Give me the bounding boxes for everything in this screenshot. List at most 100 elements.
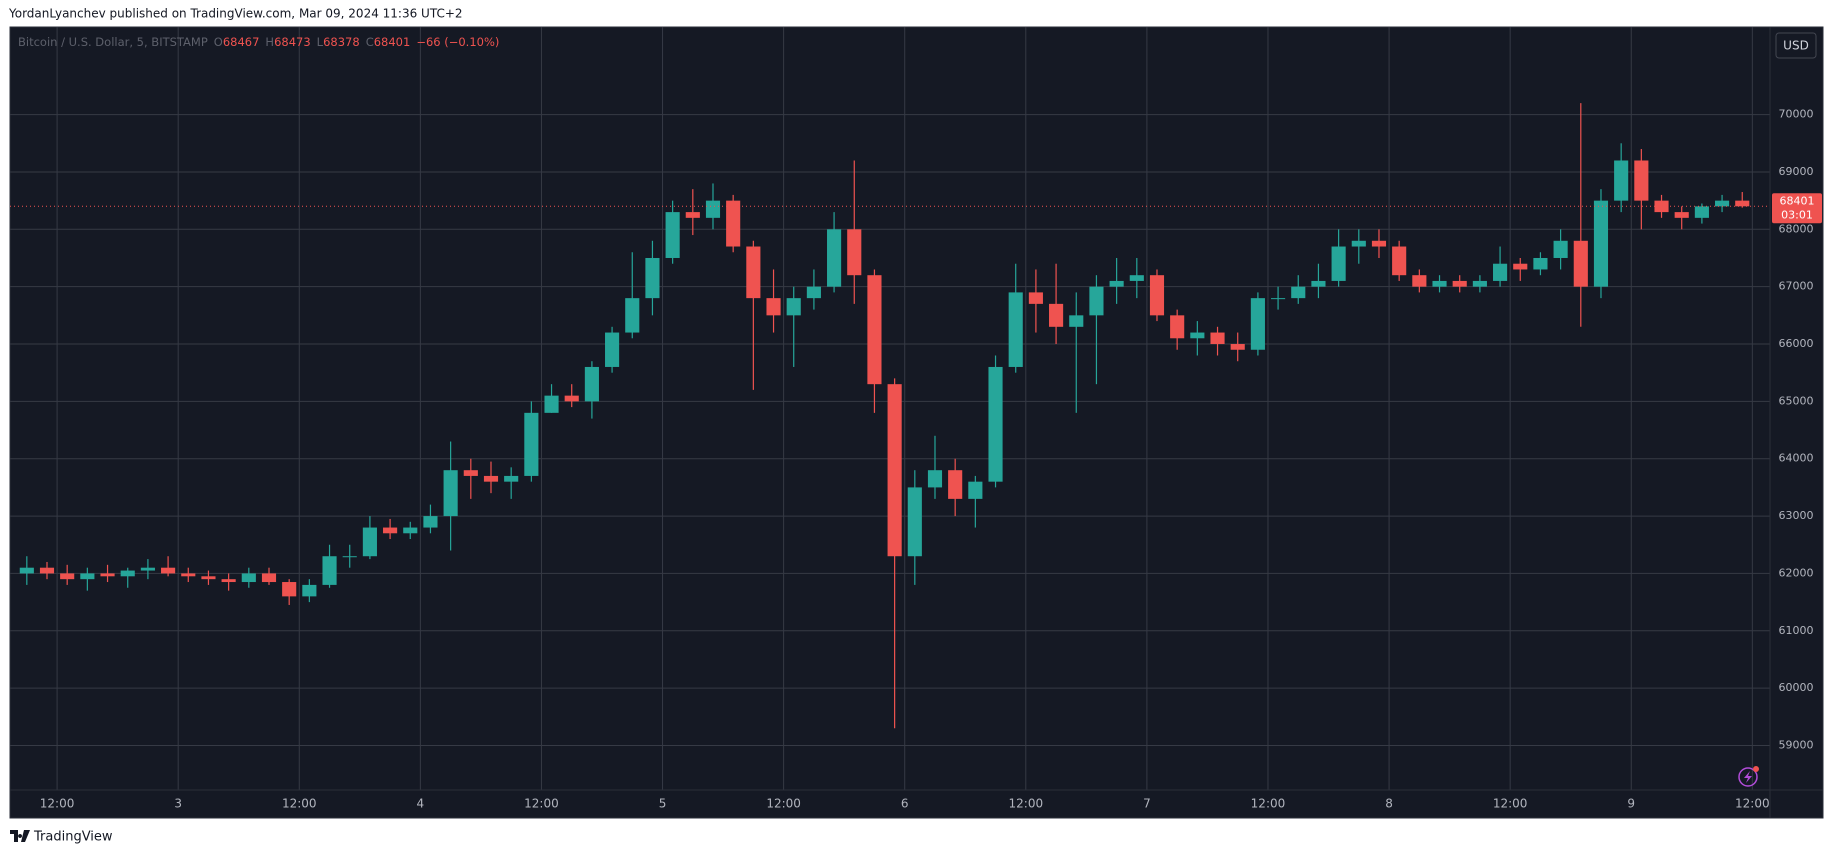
candle-body bbox=[1331, 246, 1346, 281]
candle-body bbox=[1291, 286, 1306, 299]
candle-body bbox=[201, 576, 216, 580]
icon-dot bbox=[1753, 766, 1759, 772]
countdown-label: 03:01 bbox=[1781, 208, 1813, 221]
legend-value: 68467 bbox=[223, 35, 260, 49]
candle-body bbox=[39, 567, 55, 574]
candle-body bbox=[19, 567, 34, 574]
candle-body bbox=[423, 516, 438, 528]
candle-body bbox=[1715, 200, 1730, 207]
candle-body bbox=[483, 475, 499, 482]
last-price-label: 68401 bbox=[1780, 194, 1815, 207]
legend-value: 68473 bbox=[274, 35, 311, 49]
candle-body bbox=[584, 366, 599, 402]
x-tick-label: 12:00 bbox=[282, 797, 317, 811]
y-tick-label: 64000 bbox=[1779, 452, 1814, 465]
candle-body bbox=[120, 570, 135, 577]
currency-button[interactable] bbox=[1775, 32, 1817, 59]
legend-value: 68401 bbox=[374, 35, 411, 49]
candle-body bbox=[443, 470, 458, 517]
candle-body bbox=[988, 366, 1003, 482]
logo-text: TradingView bbox=[33, 830, 113, 845]
candle-body bbox=[726, 200, 741, 247]
candle-body bbox=[221, 579, 236, 583]
candle-body bbox=[524, 412, 539, 476]
publish-header: YordanLyanchev published on TradingView.… bbox=[8, 7, 463, 21]
candle-body bbox=[827, 229, 842, 287]
icon-circle bbox=[1738, 767, 1758, 787]
x-tick-label: 12:00 bbox=[40, 797, 75, 811]
x-tick-label: 12:00 bbox=[1735, 797, 1770, 811]
candle-body bbox=[1049, 303, 1064, 327]
candle-body bbox=[766, 298, 781, 316]
candle-body bbox=[1614, 160, 1629, 201]
legend-key: O bbox=[214, 35, 223, 49]
y-tick-label: 63000 bbox=[1779, 509, 1814, 522]
last-price-tag bbox=[1772, 193, 1822, 224]
candle-body bbox=[362, 527, 377, 557]
candle-body bbox=[383, 527, 398, 534]
x-tick-label: 3 bbox=[174, 797, 182, 811]
candle-body bbox=[1553, 240, 1568, 258]
candle-body bbox=[806, 286, 821, 299]
candle-body bbox=[1593, 200, 1609, 287]
candle-body bbox=[1190, 332, 1205, 339]
candle-body bbox=[504, 475, 519, 482]
candle-body bbox=[1493, 263, 1508, 281]
x-tick-label: 6 bbox=[901, 797, 909, 811]
candle-body bbox=[847, 229, 862, 276]
candle-body bbox=[1452, 280, 1467, 287]
candle-body bbox=[1311, 280, 1326, 287]
candle-body bbox=[100, 573, 115, 577]
candle-body bbox=[261, 573, 277, 583]
x-tick-label: 12:00 bbox=[1009, 797, 1044, 811]
candle-body bbox=[1250, 298, 1265, 350]
candle-body bbox=[968, 481, 983, 499]
candle-body bbox=[1735, 200, 1750, 207]
candle-body bbox=[786, 298, 801, 316]
candle-body bbox=[927, 470, 943, 488]
candle-body bbox=[241, 573, 256, 583]
y-tick-label: 61000 bbox=[1779, 624, 1814, 637]
candle-body bbox=[1351, 240, 1366, 247]
candle-body bbox=[1109, 280, 1124, 287]
y-tick-label: 69000 bbox=[1779, 165, 1814, 178]
x-tick-label: 9 bbox=[1627, 797, 1635, 811]
icon-bolt bbox=[1744, 771, 1752, 783]
y-tick-label: 62000 bbox=[1779, 566, 1814, 579]
candle-body bbox=[907, 487, 922, 557]
legend-key: H bbox=[265, 35, 274, 49]
candle-body bbox=[746, 246, 761, 299]
candle-body bbox=[605, 332, 620, 367]
x-tick-label: 12:00 bbox=[524, 797, 559, 811]
candle-body bbox=[544, 395, 559, 413]
x-tick-label: 7 bbox=[1143, 797, 1151, 811]
candle-body bbox=[1432, 280, 1447, 287]
candle-body bbox=[665, 212, 680, 258]
candle-body bbox=[1230, 344, 1245, 350]
candle-body bbox=[1392, 246, 1407, 276]
lightning-icon[interactable] bbox=[1738, 766, 1759, 787]
y-tick-label: 65000 bbox=[1779, 394, 1814, 407]
candle-body bbox=[564, 395, 579, 402]
x-tick-label: 8 bbox=[1385, 797, 1393, 811]
symbol-legend: Bitcoin / U.S. Dollar, 5, BITSTAMP O68467… bbox=[18, 35, 499, 49]
candle-body bbox=[887, 384, 902, 557]
y-tick-label: 66000 bbox=[1779, 337, 1814, 350]
candle-body bbox=[1513, 263, 1528, 270]
candle-body bbox=[1694, 206, 1709, 218]
candle-body bbox=[1654, 200, 1669, 213]
candle-body bbox=[1412, 275, 1427, 287]
candle-body bbox=[322, 556, 337, 585]
candle-body bbox=[1089, 286, 1104, 316]
candle-body bbox=[60, 573, 75, 580]
candle-body bbox=[181, 573, 196, 577]
candle-body bbox=[948, 470, 963, 499]
candle-body bbox=[403, 527, 418, 534]
candle-body bbox=[1170, 315, 1185, 339]
y-tick-label: 67000 bbox=[1779, 280, 1814, 293]
candle-body bbox=[1271, 298, 1286, 300]
x-tick-label: 4 bbox=[417, 797, 425, 811]
y-tick-label: 60000 bbox=[1779, 681, 1814, 694]
candle-body bbox=[1472, 280, 1487, 287]
currency-label: USD bbox=[1783, 39, 1809, 53]
